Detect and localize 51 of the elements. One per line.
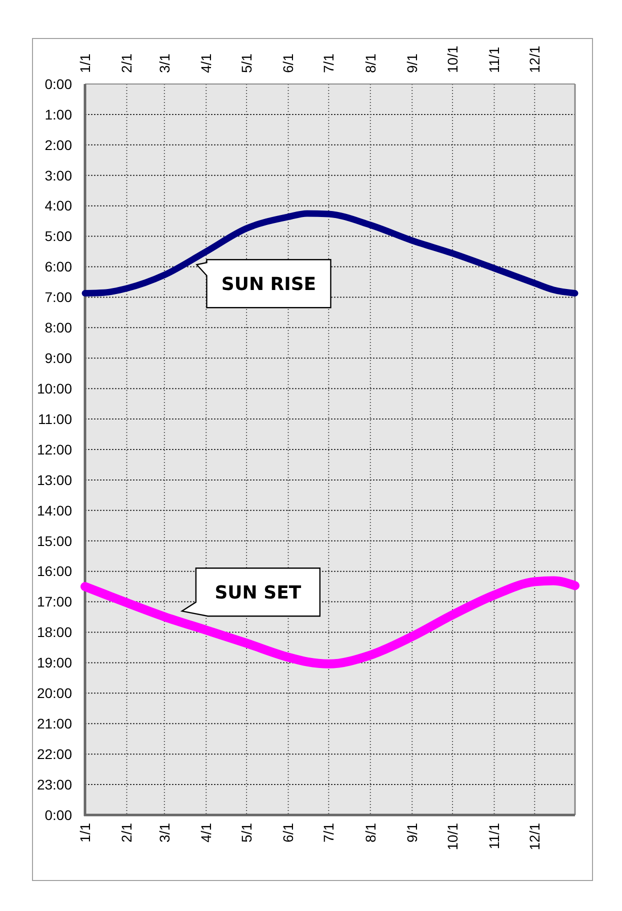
x-tick-label: 9/1 <box>404 822 420 842</box>
x-tick-label: 12/1 <box>526 822 543 850</box>
x2-tick-label: 9/1 <box>404 53 420 73</box>
x-tick-label: 8/1 <box>362 822 378 842</box>
x2-tick-label: 2/1 <box>118 53 135 73</box>
y-tick-label: 21:00 <box>36 716 72 732</box>
y-tick-label: 13:00 <box>36 472 72 488</box>
y-tick-label: 0:00 <box>44 806 72 823</box>
x2-tick-label: 6/1 <box>280 53 296 73</box>
x-tick-label: 11/1 <box>486 822 502 850</box>
x-tick-label: 7/1 <box>320 822 337 842</box>
x2-tick-label: 4/1 <box>198 53 214 73</box>
y-tick-label: 10:00 <box>36 380 72 396</box>
x-tick-label: 6/1 <box>280 822 296 842</box>
x-tick-label: 1/1 <box>76 822 93 842</box>
y-tick-label: 16:00 <box>36 563 72 580</box>
y-tick-label: 5:00 <box>44 228 72 244</box>
x2-tick-label: 7/1 <box>320 53 337 73</box>
y-tick-label: 18:00 <box>36 624 72 640</box>
y-tick-label: 7:00 <box>44 289 72 306</box>
y-tick-label: 17:00 <box>36 594 72 610</box>
y-tick-label: 3:00 <box>44 167 72 184</box>
y-tick-label: 20:00 <box>36 685 72 702</box>
x2-tick-label: 8/1 <box>362 53 378 73</box>
y-tick-label: 23:00 <box>36 776 72 792</box>
y-tick-label: 9:00 <box>44 350 72 366</box>
x-tick-label: 3/1 <box>156 822 172 842</box>
x-tick-label: 5/1 <box>238 822 254 842</box>
y-tick-label: 8:00 <box>44 320 72 336</box>
y-tick-label: 19:00 <box>36 654 72 671</box>
y-tick-label: 15:00 <box>36 532 72 549</box>
x2-tick-label: 10/1 <box>444 46 460 73</box>
annotation: SUN SET <box>214 582 302 604</box>
annotation: SUN RISE <box>221 274 316 296</box>
y-tick-label: 14:00 <box>36 502 72 518</box>
y-tick-label: 0:00 <box>44 76 72 92</box>
x-tick-label: 4/1 <box>198 822 214 842</box>
y-tick-label: 2:00 <box>44 136 72 153</box>
y-tick-label: 11:00 <box>38 410 72 427</box>
x2-tick-label: 11/1 <box>486 46 502 73</box>
x2-tick-label: 1/1 <box>76 53 93 73</box>
y-tick-label: 1:00 <box>44 106 72 122</box>
y-tick-label: 6:00 <box>44 258 72 275</box>
x-tick-label: 10/1 <box>444 822 460 850</box>
y-tick-label: 22:00 <box>36 746 72 762</box>
x2-tick-label: 5/1 <box>238 53 254 73</box>
x-tick-label: 2/1 <box>118 822 135 842</box>
y-tick-label: 12:00 <box>36 441 72 458</box>
x2-tick-label: 3/1 <box>156 53 172 73</box>
x2-tick-label: 12/1 <box>526 46 543 73</box>
y-tick-label: 4:00 <box>44 198 72 214</box>
